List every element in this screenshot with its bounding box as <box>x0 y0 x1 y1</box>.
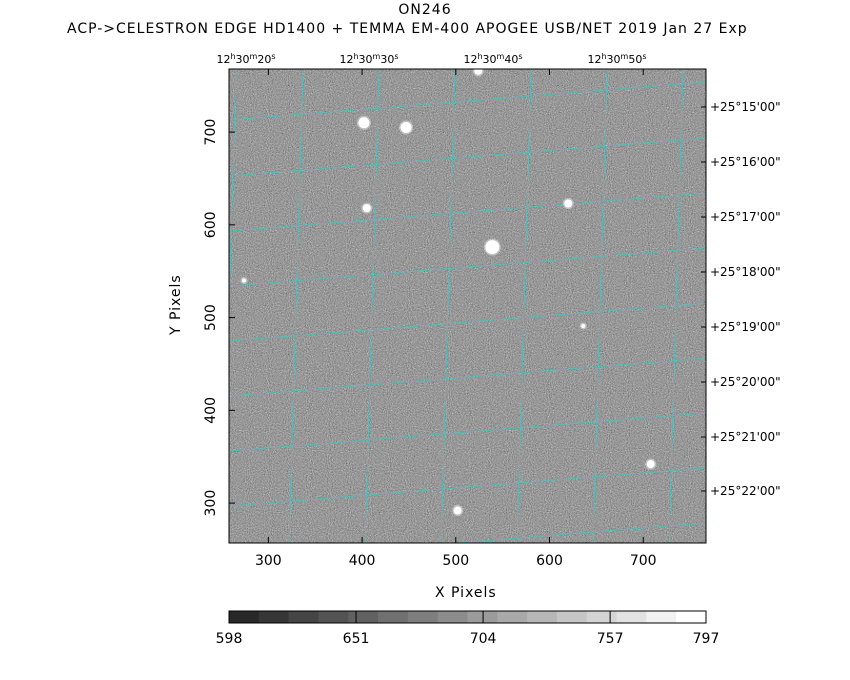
chart-subtitle: ACP->CELESTRON EDGE HD1400 + TEMMA EM-40… <box>67 21 748 37</box>
colorbar-step <box>348 611 379 623</box>
colorbar-step <box>676 611 707 623</box>
colorbar-step <box>646 611 677 623</box>
grid-line-ra <box>440 69 456 543</box>
colorbar-step <box>258 611 290 623</box>
y-tick-label: 300 <box>203 490 219 517</box>
y-tick-label: 600 <box>203 211 219 238</box>
colorbar-label: 704 <box>470 631 497 647</box>
star <box>358 117 370 129</box>
grid-line-ra <box>288 69 304 543</box>
dec-tick-label: +25°21'00" <box>710 430 781 444</box>
ra-tick-label: 12h30m30s <box>339 52 398 66</box>
star-field <box>240 69 657 517</box>
x-tick-label: 700 <box>630 553 657 569</box>
dec-tick-label: +25°16'00" <box>710 155 781 169</box>
grid-line-dec <box>229 412 706 452</box>
star <box>564 199 573 208</box>
colorbar-step <box>378 611 409 623</box>
star <box>453 506 462 515</box>
y-tick-label: 500 <box>203 304 219 331</box>
x-tick-label: 400 <box>349 553 376 569</box>
star <box>474 69 483 75</box>
dec-tick-label: +25°22'00" <box>710 484 781 498</box>
y-tick-label: 400 <box>203 397 219 424</box>
grid-line-dec <box>229 81 706 121</box>
colorbar-label: 797 <box>693 631 720 647</box>
colorbar-label: 757 <box>597 631 624 647</box>
grid-line-dec <box>229 467 706 507</box>
y-tick-label: 700 <box>203 119 219 146</box>
colorbar-step <box>288 611 319 623</box>
grid-line-dec <box>229 247 706 287</box>
colorbar: 598 651 704 757 797 <box>216 610 720 647</box>
grid-line-ra <box>592 69 608 543</box>
colorbar-step <box>586 611 618 623</box>
grid-line-dec <box>229 357 706 397</box>
star <box>646 460 655 469</box>
dec-tick-label: +25°15'00" <box>710 100 781 114</box>
axes: 300 400 500 600 700 300 400 500 600 700 12h30m20s 1… <box>203 52 781 569</box>
grid-line-ra <box>364 69 380 543</box>
ra-tick-label: 12h30m50s <box>587 52 646 66</box>
grid-line-ra <box>746 69 760 543</box>
grid-line-ra <box>668 69 684 543</box>
dec-tick-label: +25°18'00" <box>710 265 781 279</box>
x-axis-label: X Pixels <box>435 585 497 601</box>
colorbar-step <box>407 611 439 623</box>
star <box>485 240 500 255</box>
grid-line-dec <box>449 522 706 543</box>
grid-line-dec <box>229 192 706 232</box>
colorbar-step <box>497 611 528 623</box>
dec-tick-label: +25°17'00" <box>710 210 781 224</box>
x-tick-label: 300 <box>255 553 282 569</box>
grid-line-dec <box>229 302 706 342</box>
grid-line-ra <box>516 69 532 543</box>
ra-tick-label: 12h30m40s <box>463 52 522 66</box>
colorbar-step <box>437 611 468 623</box>
colorbar-step <box>527 611 558 623</box>
dec-tick-label: +25°20'00" <box>710 375 781 389</box>
star <box>400 121 412 133</box>
colorbar-label: 598 <box>216 631 243 647</box>
colorbar-step <box>318 611 349 623</box>
star <box>241 278 246 283</box>
colorbar-label: 651 <box>343 631 370 647</box>
colorbar-step <box>556 611 588 623</box>
x-tick-label: 600 <box>536 553 563 569</box>
chart-title: ON246 <box>398 2 452 18</box>
y-axis-label: Y Pixels <box>168 274 184 335</box>
grid-line-dec <box>229 137 706 177</box>
ra-tick-label: 12h30m20s <box>216 52 275 66</box>
plot-frame <box>228 68 707 544</box>
star <box>581 323 586 328</box>
colorbar-step <box>229 611 260 623</box>
grid-line-ra <box>229 69 237 320</box>
dec-tick-label: +25°19'00" <box>710 320 781 334</box>
x-tick-label: 500 <box>442 553 469 569</box>
wcs-grid <box>229 69 760 543</box>
colorbar-step <box>616 611 647 623</box>
image-noise <box>229 69 706 543</box>
star <box>362 204 371 213</box>
